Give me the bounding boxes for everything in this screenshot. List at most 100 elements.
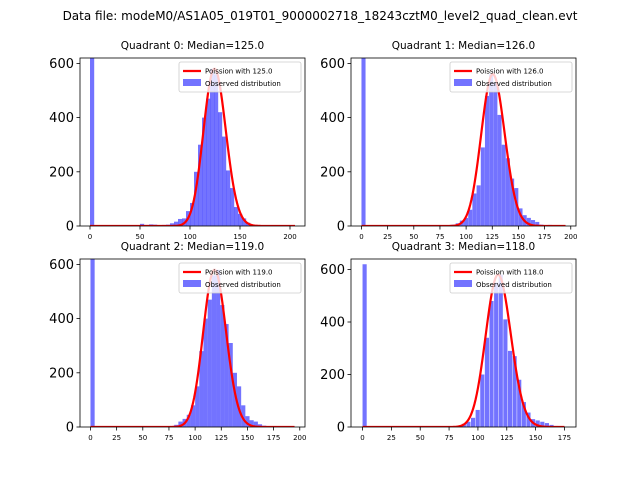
histogram-bar [228, 343, 233, 427]
histogram-bar [178, 218, 183, 226]
subplot-grid: 0 50 100 150 200 0 200 400 600 Quadrant 0: Median… [49, 40, 577, 442]
histogram-bar [224, 324, 229, 427]
histogram-bar [210, 68, 215, 226]
legend: Poission with 125.0 Observed distribution [178, 61, 302, 93]
histogram-bar [198, 144, 203, 226]
histogram-bar [517, 379, 522, 427]
x-tick-label: 175 [267, 434, 280, 442]
histogram-bar [480, 374, 485, 427]
histogram-bar [178, 421, 183, 427]
subplot-title: Quadrant 2: Median=119.0 [121, 241, 264, 253]
histogram-bar [242, 218, 247, 226]
histogram-bars [90, 259, 271, 427]
x-tick-label: 150 [529, 434, 542, 442]
legend-frame [178, 262, 302, 294]
histogram-bar [218, 112, 223, 226]
axes-frame [79, 57, 306, 227]
y-tick-label: 400 [320, 316, 345, 331]
x-tick-label: 100 [471, 434, 484, 442]
legend-frame [449, 61, 573, 93]
legend: Poission with 118.0 Observed distribution [449, 262, 573, 294]
histogram-bar [518, 208, 523, 226]
histogram-bar [194, 171, 199, 226]
subplot-quadrant-1: 0 25 50 75 100 125 150 175 200 0 200 400 600 Quadrant… [320, 40, 577, 241]
x-tick-label: 0 [359, 233, 363, 241]
y-tick-label: 200 [320, 165, 345, 180]
histogram-bar [362, 264, 367, 427]
subplot-title: Quadrant 3: Median=118.0 [392, 241, 535, 253]
x-tick-label: 200 [283, 233, 296, 241]
histogram-bar [505, 158, 510, 226]
histogram-bar [206, 98, 211, 226]
y-tick-label: 0 [337, 421, 345, 436]
x-tick-label: 50 [416, 434, 425, 442]
histogram-bar [220, 305, 225, 427]
histogram-bar [526, 217, 531, 226]
y-tick-label: 600 [49, 57, 74, 72]
legend: Poission with 119.0 Observed distribution [178, 262, 302, 294]
histogram-bar [174, 221, 179, 226]
legend-bars-label: Observed distribution [476, 80, 552, 88]
poisson-fit-curve [90, 67, 295, 226]
y-tick-label: 400 [49, 312, 74, 327]
x-tick-label: 150 [241, 434, 254, 442]
histogram-bar [503, 319, 508, 427]
x-tick-label: 100 [183, 233, 196, 241]
histogram-bar [489, 74, 494, 226]
histogram-bar [544, 423, 549, 427]
x-tick-label: 100 [188, 434, 201, 442]
histogram-bar [238, 213, 243, 226]
histogram-bar [535, 420, 540, 427]
figure-suptitle: Data file: modeM0/AS1A05_019T01_90000027… [63, 9, 578, 23]
y-tick-label: 200 [49, 366, 74, 381]
histogram-bar [526, 412, 531, 427]
x-tick-label: 75 [445, 434, 454, 442]
x-tick-label: 50 [409, 233, 418, 241]
legend-frame [449, 262, 573, 294]
histogram-bar [253, 421, 258, 427]
histogram-bar [202, 117, 207, 226]
histogram-bar [464, 217, 469, 226]
histogram-bar [466, 421, 471, 427]
histogram-bar [512, 356, 517, 427]
y-tick-label: 600 [320, 57, 345, 72]
y-tick-label: 0 [337, 220, 345, 235]
histogram-bar [232, 372, 237, 427]
histogram-bar [90, 259, 95, 427]
histogram-bar [498, 274, 503, 427]
x-tick-label: 50 [138, 434, 147, 442]
histogram-bar [468, 209, 473, 226]
x-tick-label: 25 [112, 434, 121, 442]
histogram-bar [195, 386, 200, 427]
histogram-bar [257, 424, 263, 427]
y-tick-label: 600 [320, 263, 345, 278]
histogram-bar [214, 74, 219, 226]
histogram-bar [170, 223, 175, 226]
poisson-fit-curve [90, 268, 295, 427]
legend-bars-label: Observed distribution [205, 80, 281, 88]
x-tick-label: 0 [360, 434, 364, 442]
histogram-bars [90, 58, 255, 226]
poisson-fit-curve [361, 73, 566, 226]
histogram-bar [531, 220, 536, 226]
legend-curve-label: Poission with 119.0 [205, 269, 273, 277]
histogram-bar [494, 282, 499, 427]
histogram-bar [216, 269, 221, 427]
x-tick-label: 175 [538, 233, 551, 241]
y-tick-label: 200 [320, 368, 345, 383]
histogram-bar [484, 337, 489, 427]
x-tick-label: 200 [293, 434, 306, 442]
histogram-bar [361, 58, 366, 226]
x-tick-label: 0 [88, 233, 92, 241]
histogram-bar [207, 299, 212, 427]
poisson-fit-curve [362, 273, 565, 427]
histogram-bar [476, 185, 481, 226]
histogram-bar [190, 405, 196, 427]
histogram-bar [190, 202, 195, 226]
subplot-quadrant-2: 0 25 50 75 100 125 150 175 200 0 200 400 600 Quadrant… [49, 241, 306, 442]
x-tick-label: 200 [564, 233, 577, 241]
x-tick-label: 50 [136, 233, 145, 241]
y-tick-label: 400 [49, 111, 74, 126]
x-tick-label: 25 [383, 233, 392, 241]
axes-frame [350, 57, 577, 227]
